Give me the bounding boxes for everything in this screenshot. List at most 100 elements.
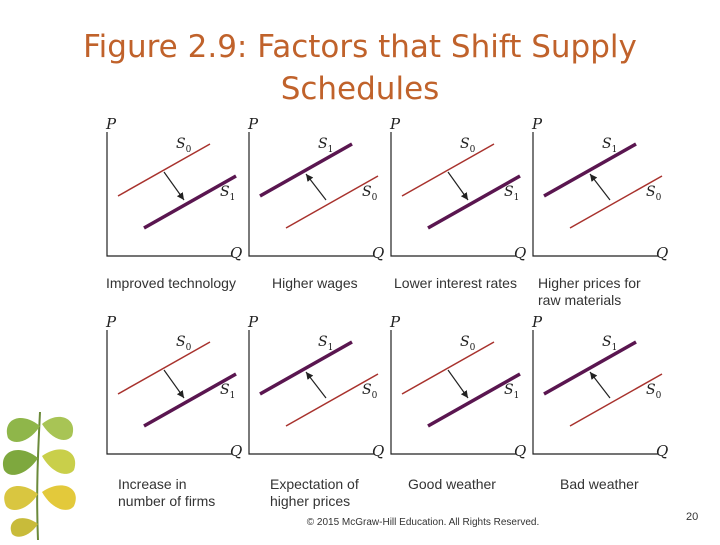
shift-arrow-icon	[163, 369, 185, 399]
supply-panel: P Q S0 S1	[244, 313, 385, 466]
shifted-supply-label: S1	[504, 184, 520, 203]
price-axis-label: P	[532, 115, 543, 133]
supply-curve-initial	[117, 143, 211, 197]
quantity-axis-label: Q	[656, 244, 669, 262]
panel-caption: Expectation of higher prices	[270, 476, 359, 510]
quantity-axis-label: Q	[230, 244, 243, 262]
caption-line: Increase in	[118, 476, 187, 492]
shifted-supply-label: S1	[220, 382, 236, 401]
supply-curve-initial	[285, 373, 379, 427]
price-axis-label: P	[532, 313, 543, 331]
supply-panel: P Q S0 S1	[528, 115, 669, 268]
axes-lines	[532, 330, 658, 455]
shift-arrow-icon	[447, 369, 469, 399]
supply-curve-shifted	[543, 340, 637, 396]
supply-curve-shifted	[427, 372, 521, 428]
supply-panel: P Q S0 S1	[386, 313, 527, 466]
caption-line: Good weather	[408, 476, 496, 492]
caption-line: number of firms	[118, 493, 216, 509]
supply-panel: P Q S0 S1	[386, 115, 527, 268]
supply-curve-initial	[285, 175, 379, 229]
panel-caption: Increase in number of firms	[118, 476, 215, 510]
supply-diagram	[106, 330, 237, 455]
panel-caption: Higher wages	[272, 275, 358, 292]
price-axis-label: P	[390, 313, 401, 331]
axes-lines	[390, 132, 516, 257]
initial-supply-label: S0	[176, 136, 192, 155]
supply-curve-initial	[401, 341, 495, 395]
panel-caption: Improved technology	[106, 275, 236, 292]
price-axis-label: P	[106, 313, 117, 331]
caption-line: Expectation of	[270, 476, 359, 492]
caption-line: Higher prices for	[538, 275, 641, 291]
supply-diagram	[390, 132, 521, 257]
supply-curve-shifted	[427, 174, 521, 230]
quantity-axis-label: Q	[372, 244, 385, 262]
supply-diagram	[532, 330, 663, 455]
shift-arrow-icon	[305, 371, 327, 399]
caption-line: Higher wages	[272, 275, 358, 291]
supply-curve-shifted	[259, 142, 353, 198]
price-axis-label: P	[390, 115, 401, 133]
shift-arrow-icon	[589, 173, 611, 201]
supply-diagram	[248, 330, 379, 455]
shift-arrow-icon	[589, 371, 611, 399]
shift-arrow-icon	[163, 171, 185, 201]
price-axis-label: P	[248, 313, 259, 331]
supply-diagram	[390, 330, 521, 455]
panel-caption: Bad weather	[560, 476, 639, 493]
shifted-supply-label: S1	[220, 184, 236, 203]
shifted-supply-label: S1	[318, 136, 334, 155]
supply-curve-shifted	[143, 174, 237, 230]
supply-curve-shifted	[259, 340, 353, 396]
panel-caption: Higher prices for raw materials	[538, 275, 641, 309]
initial-supply-label: S0	[362, 382, 378, 401]
axes-lines	[106, 132, 232, 257]
caption-line: higher prices	[270, 493, 351, 509]
title-line-1: Figure 2.9: Factors that Shift Supply	[83, 29, 637, 65]
caption-line: Bad weather	[560, 476, 639, 492]
supply-diagram	[106, 132, 237, 257]
copyright-footer: © 2015 McGraw-Hill Education. All Rights…	[306, 517, 540, 528]
price-axis-label: P	[248, 115, 259, 133]
page-number: 20	[686, 511, 699, 523]
shifted-supply-label: S1	[318, 334, 334, 353]
caption-line: Improved technology	[106, 275, 236, 291]
price-axis-label: P	[106, 115, 117, 133]
panel-caption: Lower interest rates	[394, 275, 517, 292]
initial-supply-label: S0	[460, 136, 476, 155]
caption-line: raw materials	[538, 292, 622, 308]
supply-curve-initial	[569, 373, 663, 427]
supply-curve-shifted	[143, 372, 237, 428]
supply-panel: P Q S0 S1	[102, 313, 243, 466]
axes-lines	[390, 330, 516, 455]
shifted-supply-label: S1	[504, 382, 520, 401]
quantity-axis-label: Q	[514, 442, 527, 460]
axes-lines	[532, 132, 658, 257]
supply-diagram	[532, 132, 663, 257]
initial-supply-label: S0	[176, 334, 192, 353]
shifted-supply-label: S1	[602, 136, 618, 155]
supply-curve-initial	[569, 175, 663, 229]
shift-arrow-icon	[305, 173, 327, 201]
supply-curve-initial	[117, 341, 211, 395]
axes-lines	[248, 132, 374, 257]
axes-lines	[106, 330, 232, 455]
ginkgo-leaves-icon	[0, 411, 90, 541]
initial-supply-label: S0	[362, 184, 378, 203]
title-line-2: Schedules	[280, 71, 440, 107]
initial-supply-label: S0	[460, 334, 476, 353]
panel-caption: Good weather	[408, 476, 496, 493]
initial-supply-label: S0	[646, 184, 662, 203]
supply-curve-shifted	[543, 142, 637, 198]
supply-diagram	[248, 132, 379, 257]
caption-line: Lower interest rates	[394, 275, 517, 291]
supply-curve-initial	[401, 143, 495, 197]
axes-lines	[248, 330, 374, 455]
quantity-axis-label: Q	[230, 442, 243, 460]
supply-panel: P Q S0 S1	[528, 313, 668, 466]
initial-supply-label: S0	[646, 382, 662, 401]
shifted-supply-label: S1	[602, 334, 618, 353]
quantity-axis-label: Q	[514, 244, 527, 262]
quantity-axis-label: Q	[372, 442, 385, 460]
